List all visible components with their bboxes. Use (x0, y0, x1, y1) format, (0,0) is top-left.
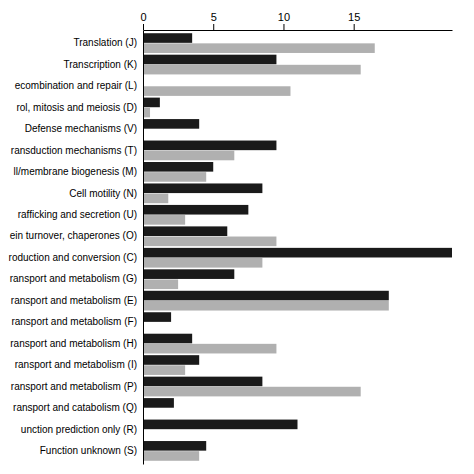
bar (143, 43, 375, 53)
bar (143, 162, 213, 172)
y-axis: Translation (J) Transcription (K) ecombina… (9, 31, 144, 465)
y-tick: ransport and metabolism (P) (11, 381, 143, 392)
y-tick-label: Function unknown (S) (40, 445, 137, 456)
x-tick-label: 0 (140, 11, 146, 23)
bar (143, 301, 389, 311)
x-tick-label: 15 (348, 11, 360, 23)
bar (143, 194, 168, 204)
bar (143, 334, 192, 344)
bar (143, 398, 174, 408)
bar (143, 55, 276, 65)
bar (143, 183, 262, 193)
series (143, 33, 452, 450)
x-axis-line (144, 30, 453, 31)
y-tick: ransport and metabolism (F) (11, 316, 143, 327)
bar (143, 33, 192, 43)
y-tick: ransport and metabolism (G) (10, 273, 143, 284)
y-tick: rafficking and secretion (U) (18, 209, 143, 220)
bar (143, 226, 227, 236)
bars (143, 33, 452, 461)
y-axis-line (143, 31, 144, 465)
y-tick: ransduction mechanisms (T) (11, 145, 143, 156)
x-axis: 0 5 10 15 (140, 11, 452, 31)
y-tick: Transcription (K) (63, 59, 143, 70)
y-tick-label: ransport and metabolism (G) (10, 273, 137, 284)
y-tick: ecombination and repair (L) (15, 80, 143, 91)
y-tick: ein turnover, chaperones (O) (10, 230, 143, 241)
bar (143, 205, 248, 215)
y-tick-label: ll/membrane biogenesis (M) (14, 166, 137, 177)
bar (143, 215, 185, 225)
y-tick-label: unction prediction only (R) (21, 424, 137, 435)
y-tick-label: ransport and metabolism (I) (15, 359, 137, 370)
y-tick-label: ein turnover, chaperones (O) (10, 230, 137, 241)
y-tick-label: ransport and metabolism (H) (10, 338, 137, 349)
y-tick: rol, mitosis and meiosis (D) (16, 102, 143, 113)
bar (143, 65, 361, 75)
y-tick: ransport and metabolism (H) (10, 338, 143, 349)
bar (143, 279, 178, 289)
y-tick: Function unknown (S) (40, 445, 143, 456)
bar (143, 291, 389, 301)
y-tick-label: rafficking and secretion (U) (18, 209, 137, 220)
y-tick-label: ransport and metabolism (P) (11, 381, 137, 392)
y-tick: Translation (J) (73, 37, 143, 48)
bar (143, 119, 199, 129)
y-tick-label: Translation (J) (73, 37, 137, 48)
bar (143, 387, 361, 397)
bar (143, 377, 262, 387)
x-tick-mark (213, 24, 214, 30)
y-tick: Cell motility (N) (69, 188, 143, 199)
bar (143, 312, 171, 322)
bar (143, 151, 234, 161)
x-tick: 0 (140, 11, 146, 30)
bar (143, 141, 276, 151)
y-tick-label: ransport and catabolism (Q) (13, 402, 137, 413)
y-tick-label: ransduction mechanisms (T) (11, 145, 137, 156)
bar (143, 248, 452, 258)
x-tick: 10 (278, 11, 290, 30)
x-tick-mark (283, 24, 284, 30)
bar (143, 108, 150, 118)
y-tick: ransport and metabolism (I) (15, 359, 143, 370)
bar (143, 172, 206, 182)
y-tick-label: roduction and conversion (C) (9, 252, 137, 263)
y-tick-label: Defense mechanisms (V) (25, 123, 137, 134)
y-tick-label: ecombination and repair (L) (15, 80, 137, 91)
y-tick: ransport and catabolism (Q) (13, 402, 143, 413)
x-tick: 15 (348, 11, 360, 30)
x-tick-label: 10 (278, 11, 290, 23)
y-tick-label: Cell motility (N) (69, 188, 137, 199)
bar (143, 344, 276, 354)
bar (143, 237, 276, 247)
bar (143, 258, 262, 268)
y-tick-label: rol, mitosis and meiosis (D) (16, 102, 137, 113)
bar (143, 441, 206, 451)
series (143, 43, 389, 460)
y-tick: ll/membrane biogenesis (M) (14, 166, 143, 177)
y-tick: unction prediction only (R) (21, 424, 143, 435)
y-tick: ransport and metabolism (E) (11, 295, 143, 306)
bar (143, 355, 199, 365)
chart: 0 5 10 15 Translation (J) Transcription (K) ec… (0, 0, 474, 474)
y-tick-label: Transcription (K) (63, 59, 137, 70)
x-tick-label: 5 (211, 11, 217, 23)
bar (143, 269, 234, 279)
y-tick: Defense mechanisms (V) (25, 123, 143, 134)
bar (143, 420, 298, 430)
x-tick-mark (143, 24, 144, 30)
bar (143, 365, 185, 375)
plot: 0 5 10 15 Translation (J) Transcription (K) ec… (9, 11, 453, 465)
y-tick-label: ransport and metabolism (E) (11, 295, 137, 306)
y-tick: roduction and conversion (C) (9, 252, 143, 263)
bar (143, 86, 290, 96)
bar (143, 451, 199, 461)
bar (143, 98, 160, 108)
x-tick: 5 (211, 11, 217, 30)
x-tick-mark (354, 24, 355, 30)
y-tick-label: ransport and metabolism (F) (11, 316, 137, 327)
